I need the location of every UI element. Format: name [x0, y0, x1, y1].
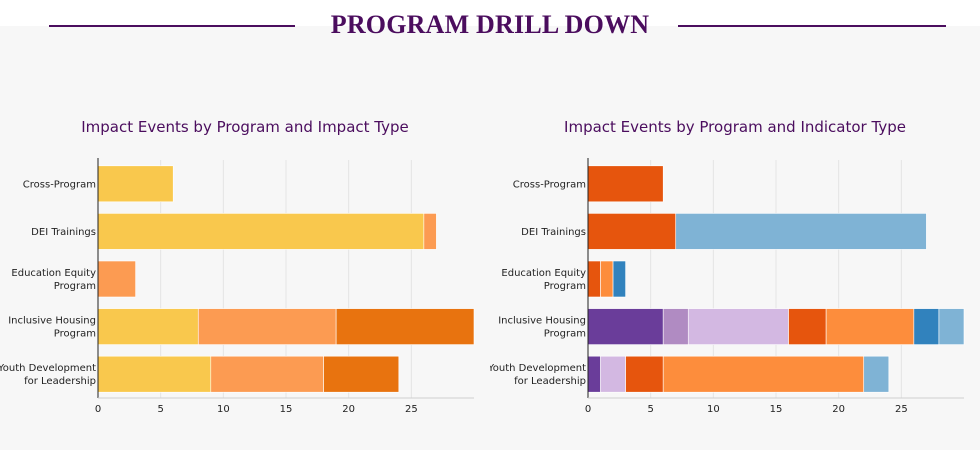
bar-impact-type-1-cross-program	[97, 165, 174, 203]
chart-plot: Cross-Program DEI Trainings Education Equi…	[0, 158, 475, 415]
y-tick-label-line: Youth Development	[0, 363, 96, 374]
y-tick-label-line: Program	[544, 329, 586, 340]
bar-indicator-type-7-youth-development-for-leadership	[863, 355, 890, 393]
y-tick-label: Youth Development for Leadership	[0, 363, 96, 387]
x-tick-label: 5	[647, 404, 653, 415]
bar-indicator-type-7-inclusive-housing-program	[938, 308, 965, 345]
bar-indicator-type-6-inclusive-housing-program	[913, 308, 940, 345]
chart-plot: Cross-Program DEI Trainings Education Equi…	[490, 158, 965, 415]
bar-indicator-type-1-youth-development-for-leadership	[587, 355, 601, 393]
bar-impact-type-1-dei-trainings	[97, 213, 425, 250]
y-tick-label-line: DEI Trainings	[31, 227, 96, 238]
bar-indicator-type-5-inclusive-housing-program	[825, 308, 915, 345]
bar-impact-type-3-youth-development-for-leadership	[323, 355, 400, 393]
bar-impact-type-2-education-equity-program	[97, 260, 136, 298]
y-tick-label-line: Program	[544, 281, 586, 292]
y-tick-label: Youth Development for Leadership	[490, 363, 586, 387]
y-tick-label-line: for Leadership	[514, 376, 586, 387]
y-tick-label: DEI Trainings	[31, 227, 96, 238]
bar-impact-type-1-youth-development-for-leadership	[97, 355, 212, 393]
y-tick-label-line: Youth Development	[490, 363, 586, 374]
y-tick-label-line: for Leadership	[24, 376, 96, 387]
y-tick-label-line: Program	[54, 329, 96, 340]
x-tick-label: 0	[585, 404, 591, 415]
y-tick-label-line: Inclusive Housing	[498, 316, 586, 327]
x-tick-label: 5	[157, 404, 163, 415]
y-tick-label: Education Equity Program	[501, 268, 586, 292]
x-tick-label: 15	[280, 404, 293, 415]
y-tick-label-line: Education Equity	[501, 268, 586, 279]
bar-indicator-type-1-inclusive-housing-program	[587, 308, 664, 345]
y-tick-label-line: Cross-Program	[23, 179, 96, 190]
bar-impact-type-2-dei-trainings	[423, 213, 437, 250]
bar-indicator-type-4-dei-trainings	[587, 213, 677, 250]
y-tick-label: Education Equity Program	[11, 268, 96, 292]
y-tick-label-line: DEI Trainings	[521, 227, 586, 238]
x-tick-label: 10	[217, 404, 230, 415]
bar-impact-type-2-inclusive-housing-program	[197, 308, 337, 345]
bar-indicator-type-5-education-equity-program	[600, 260, 614, 298]
bar-indicator-type-3-inclusive-housing-program	[687, 308, 789, 345]
x-tick-label: 25	[405, 404, 418, 415]
y-tick-label-line: Cross-Program	[513, 179, 586, 190]
y-tick-label: Inclusive Housing Program	[498, 316, 586, 340]
bar-indicator-type-4-youth-development-for-leadership	[625, 355, 664, 393]
x-tick-label: 20	[342, 404, 355, 415]
bar-impact-type-1-inclusive-housing-program	[97, 308, 199, 345]
y-tick-label: DEI Trainings	[521, 227, 586, 238]
bar-indicator-type-7-dei-trainings	[675, 213, 927, 250]
bar-indicator-type-3-youth-development-for-leadership	[600, 355, 626, 393]
y-tick-label-line: Program	[54, 281, 96, 292]
title-rule-right	[678, 25, 946, 27]
x-tick-label: 10	[707, 404, 720, 415]
x-tick-label: 25	[895, 404, 908, 415]
page-title: PROGRAM DRILL DOWN	[330, 10, 650, 39]
chart-impact-type: Impact Events by Program and Impact Type…	[0, 115, 490, 415]
bar-impact-type-3-inclusive-housing-program	[335, 308, 475, 345]
bar-indicator-type-5-youth-development-for-leadership	[662, 355, 865, 393]
y-tick-label-line: Education Equity	[11, 268, 96, 279]
bar-indicator-type-6-education-equity-program	[612, 260, 626, 298]
title-rule-left	[49, 25, 295, 27]
x-tick-label: 20	[832, 404, 845, 415]
x-tick-label: 0	[95, 404, 101, 415]
chart-title: Impact Events by Program and Impact Type	[81, 118, 409, 136]
y-tick-label: Cross-Program	[513, 179, 586, 190]
bar-indicator-type-4-inclusive-housing-program	[788, 308, 827, 345]
chart-indicator-type: Impact Events by Program and Indicator T…	[490, 115, 980, 415]
y-tick-label: Cross-Program	[23, 179, 96, 190]
y-tick-label: Inclusive Housing Program	[8, 316, 96, 340]
x-tick-label: 15	[770, 404, 783, 415]
y-tick-label-line: Inclusive Housing	[8, 316, 96, 327]
bar-indicator-type-4-education-equity-program	[587, 260, 601, 298]
bar-indicator-type-2-inclusive-housing-program	[662, 308, 689, 345]
bar-impact-type-2-youth-development-for-leadership	[210, 355, 324, 393]
bar-indicator-type-4-cross-program	[587, 165, 664, 203]
chart-title: Impact Events by Program and Indicator T…	[564, 118, 906, 136]
